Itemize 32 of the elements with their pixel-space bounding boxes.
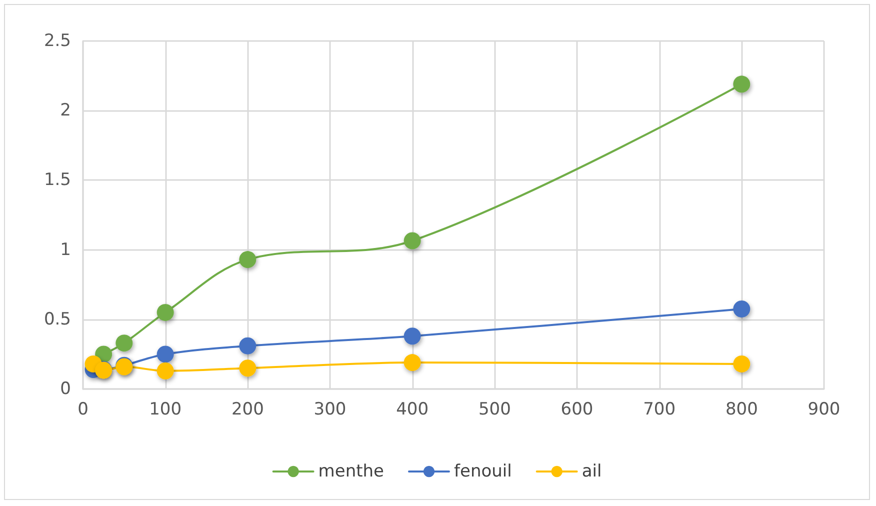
x-tick-label: 700	[643, 400, 676, 420]
y-tick-label: 1	[60, 240, 71, 260]
point	[239, 251, 256, 268]
point	[404, 354, 421, 372]
legend-label: menthe	[318, 462, 384, 482]
y-tick-label: 0.5	[44, 309, 71, 330]
point	[239, 360, 256, 377]
y-tick-label: 0	[60, 379, 71, 399]
x-tick-label: 500	[478, 400, 511, 420]
point	[156, 304, 174, 321]
x-tick-label: 200	[231, 400, 264, 420]
x-tick-label: 0	[78, 400, 88, 420]
x-tick-label: 900	[808, 400, 840, 420]
y-tick-label: 2	[60, 100, 71, 121]
point	[733, 76, 750, 93]
x-tick-label: 600	[560, 400, 594, 420]
point	[156, 362, 174, 380]
point	[404, 328, 421, 345]
x-tick-label: 100	[149, 400, 182, 420]
point	[733, 300, 750, 318]
legend-label: fenouil	[454, 462, 512, 482]
x-tick-label: 400	[396, 400, 429, 420]
y-tick-label: 1.5	[44, 170, 71, 190]
x-tick-label: 300	[314, 400, 346, 420]
y-tick-label: 2.5	[44, 31, 71, 51]
point	[239, 337, 256, 354]
point	[733, 355, 750, 372]
x-tick-label: 800	[725, 400, 758, 420]
point	[156, 346, 174, 363]
legend-label: ail	[582, 462, 602, 482]
point	[404, 232, 421, 250]
point	[116, 334, 133, 352]
